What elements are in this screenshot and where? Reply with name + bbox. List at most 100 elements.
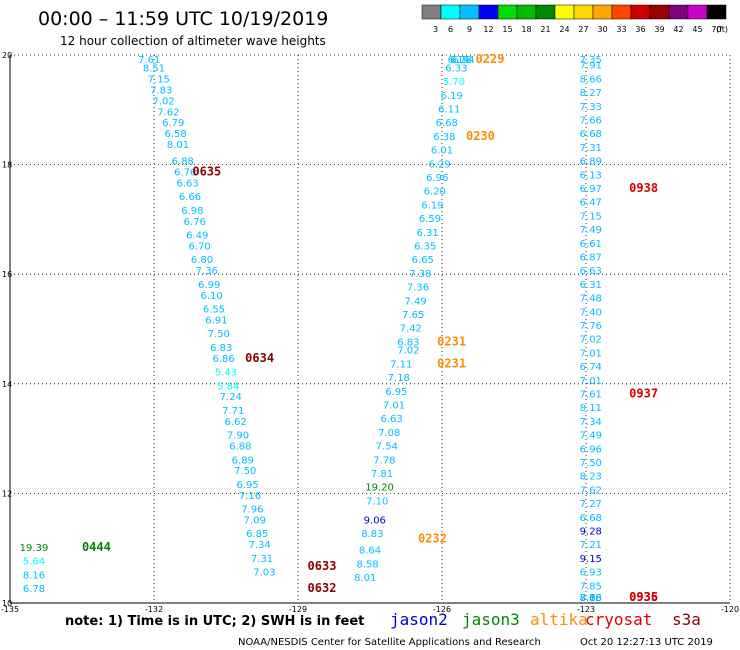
scale-swatch: [421, 4, 442, 20]
wave-height-label: 7.27: [580, 499, 602, 510]
pass-time-label: 0231: [437, 334, 466, 348]
wave-height-label: 6.83: [210, 343, 232, 354]
wave-height-label: 6.35: [414, 242, 436, 253]
wave-height-label: 7.50: [234, 466, 256, 477]
data-labels: 7.618.517.157.837.027.626.796.588.016.88…: [20, 55, 602, 604]
wave-height-label: 7.61: [138, 55, 160, 66]
pass-time-label: 0635: [192, 165, 221, 179]
wave-height-label: 7.85: [580, 581, 602, 592]
wave-height-label: 7.01: [580, 348, 602, 359]
wave-height-label: 6.47: [580, 198, 602, 209]
scale-swatch: [478, 4, 499, 20]
wave-height-label: 8.16: [23, 570, 45, 581]
wave-height-label: 7.71: [222, 406, 244, 417]
wave-height-label: 6.98: [181, 206, 203, 217]
wave-height-label: 7.01: [383, 400, 405, 411]
wave-height-label: 6.58: [164, 129, 186, 140]
scale-value: 18: [521, 25, 531, 34]
scale-value: 21: [540, 25, 550, 34]
scale-swatch: [649, 4, 670, 20]
wave-height-label: 7.09: [244, 516, 266, 527]
wave-height-label: 6.29: [428, 159, 450, 170]
satellite-legend-jason3: jason3: [462, 610, 520, 629]
wave-height-label: 7.10: [366, 496, 388, 507]
wave-height-label: 6.68: [580, 513, 602, 524]
scale-value: 27: [578, 25, 588, 34]
wave-height-label: 6.95: [236, 480, 258, 491]
wave-height-label: 7.31: [580, 143, 602, 154]
color-scale-legend: 3 6 9 12 15 18 21 24 27 30 33 36 39 42 45 70(ft): [421, 4, 728, 34]
wave-height-label: 6.70: [188, 242, 210, 253]
wave-height-label: 6.91: [205, 316, 227, 327]
wave-height-label: 7.91: [580, 61, 602, 72]
wave-height-label: 5.64: [23, 557, 45, 568]
wave-height-label: 6.61: [580, 239, 602, 250]
footer-credit: NOAA/NESDIS Center for Satellite Applica…: [238, 637, 541, 648]
wave-height-label: 6.54: [452, 55, 474, 66]
chart-title: 00:00 – 11:59 UTC 10/19/2019: [38, 8, 328, 30]
wave-height-label: 7.15: [580, 211, 602, 222]
y-tick-label: 20: [2, 51, 12, 60]
wave-height-label: 6.20: [424, 187, 446, 198]
wave-height-label: 6.66: [179, 192, 201, 203]
scale-swatch: [516, 4, 537, 20]
wave-height-label: 8.63: [580, 593, 602, 604]
wave-height-label: 6.19: [421, 200, 443, 211]
scale-swatch: [687, 4, 708, 20]
scale-value: 24: [559, 25, 569, 34]
pass-time-labels: 0635 0634 0633 0632 0444 0229 0230 0231 0231 0232…: [82, 52, 658, 604]
scale-value: 33: [616, 25, 626, 34]
scale-value: 9: [467, 25, 472, 34]
wave-height-label: 6.73: [450, 55, 472, 66]
wave-height-label: 7.18: [388, 373, 410, 384]
x-tick-label: -132: [145, 605, 163, 614]
wave-height-label: 6.38: [433, 132, 455, 143]
pass-time-label: 0634: [245, 351, 274, 365]
wave-height-label: 7.49: [580, 431, 602, 442]
y-tick-label: 18: [2, 161, 12, 170]
wave-height-label: 7.62: [157, 107, 179, 118]
wave-height-label: 6.10: [200, 291, 222, 302]
wave-height-label: 7.16: [239, 491, 261, 502]
x-tick-label: -123: [577, 605, 595, 614]
scale-swatch: [592, 4, 613, 20]
plot-area: -135 -132 -129 -126 -123 -120 10 12 14 16 18 20 7.…: [1, 51, 739, 614]
note-text: note: 1) Time is in UTC; 2) SWH is in fe…: [65, 614, 364, 629]
footer-timestamp: Oct 20 12:27:13 UTC 2019: [580, 637, 713, 648]
wave-height-label: 8.01: [167, 140, 189, 151]
wave-height-label: 7.62: [580, 485, 602, 496]
x-tick-label: -120: [721, 605, 739, 614]
satellite-legend-cryosat: cryosat: [585, 610, 652, 629]
wave-height-label: 7.35: [580, 55, 602, 66]
wave-height-label: 6.63: [580, 266, 602, 277]
wave-height-label: 9.15: [580, 554, 602, 565]
wave-height-label: 6.83: [397, 337, 419, 348]
scale-value: 42: [673, 25, 683, 34]
wave-height-label: 7.34: [248, 540, 270, 551]
satellite-legend-jason2: jason2: [390, 610, 448, 629]
wave-height-label: 7.96: [241, 505, 263, 516]
wave-height-label: 6.55: [203, 305, 225, 316]
wave-height-label: 8.83: [580, 593, 602, 604]
y-tick-label: 16: [2, 270, 12, 279]
wave-height-label: 7.38: [409, 269, 431, 280]
wave-height-label: 7.21: [580, 540, 602, 551]
pass-time-label: 0938: [629, 181, 658, 195]
wave-height-label: 8.66: [580, 74, 602, 85]
scale-swatch: [668, 4, 689, 20]
pass-time-label: 0632: [308, 581, 337, 595]
wave-height-label: 6.86: [212, 354, 234, 365]
wave-height-label: 5.43: [215, 368, 237, 379]
pass-time-label: 0230: [466, 129, 495, 143]
wave-height-label: 7.54: [376, 442, 398, 453]
wave-height-label: 7.49: [580, 225, 602, 236]
wave-height-label: 6.88: [172, 157, 194, 168]
wave-height-label: 6.01: [431, 146, 453, 157]
pass-time-label: 0937: [629, 387, 658, 401]
scale-value: 45: [692, 25, 702, 34]
wave-height-label: 7.02: [152, 96, 174, 107]
wave-height-label: 7.02: [580, 335, 602, 346]
wave-height-label: 7.03: [253, 568, 275, 579]
scale-swatch: [630, 4, 651, 20]
wave-height-label: 6.87: [580, 253, 602, 264]
